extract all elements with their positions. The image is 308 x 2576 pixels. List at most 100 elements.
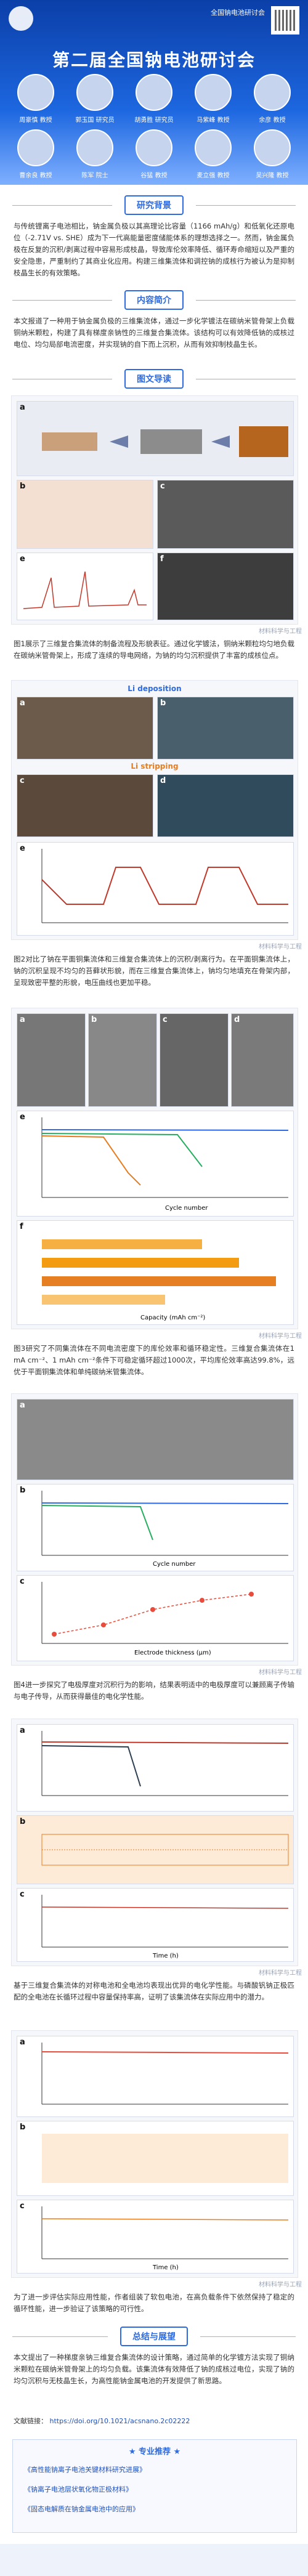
figure-5: a b c Time (h) xyxy=(11,1719,298,1966)
avatar xyxy=(136,129,172,166)
fig5-ce-panel: a xyxy=(17,1724,294,1812)
y-axis-label: Capacity (mAh cm⁻²) xyxy=(140,1314,205,1321)
banner-title: 第二届全国钠电池研讨会 xyxy=(52,50,256,70)
speaker-name: 胡勇胜 研究员 xyxy=(134,117,174,124)
fig4-thickness-panel: c Electrode thickness (μm) xyxy=(17,1575,294,1661)
avatar xyxy=(17,129,54,166)
fig1-schematic-panel: a xyxy=(17,401,294,476)
speaker-card: 谷猛 教授 xyxy=(130,129,178,179)
data-point xyxy=(101,1622,106,1627)
speaker-name: 马紫峰 教授 xyxy=(197,117,230,124)
paragraph-after-fig2: 图2对比了钠在平面铜集流体和三维复合集流体上的沉积/剥离行为。在平面铜集流体上，… xyxy=(14,955,294,987)
fig4-ce-panel: b Cycle number xyxy=(17,1484,294,1571)
recommendation-link[interactable]: 《钠离子电池层状氧化物正极材料》 xyxy=(24,2485,132,2493)
panel-label: b xyxy=(160,699,166,708)
fig1-cross-section-panel: f xyxy=(157,553,294,620)
capacity-bar xyxy=(42,1295,165,1305)
capacity-bar xyxy=(42,1276,276,1286)
fig2-panel: c xyxy=(17,774,153,837)
panel-label: d xyxy=(234,1015,240,1024)
figure-6: a b c Time (h) xyxy=(11,2030,298,2278)
voltage-curve xyxy=(41,867,288,905)
watermark: 材料科学与工程 xyxy=(259,944,302,950)
fig1-xrd-svg xyxy=(23,571,147,609)
fig6-ce-svg xyxy=(41,2043,289,2105)
fig5-ce-svg xyxy=(41,1731,289,1796)
paragraph-after-fig4: 图4进一步探究了电极厚度对沉积行为的影响，结果表明适中的电极厚度可以兼顾离子传输… xyxy=(14,1680,294,1701)
x-axis-label: Cycle number xyxy=(153,1561,196,1568)
paragraph-after-fig3: 图3研究了不同集流体在不同电流密度下的库伦效率和循环稳定性。三维复合集流体在1 … xyxy=(14,1344,294,1376)
speaker-card: 陈军 院士 xyxy=(71,129,119,179)
speaker-name: 周豪慎 教授 xyxy=(19,117,52,124)
doi-link[interactable]: https://doi.org/10.1021/acsnano.2c02222 xyxy=(49,2417,190,2425)
fig1-photo-panel: b xyxy=(17,480,153,549)
speaker-name: 郭玉国 研究员 xyxy=(75,117,115,124)
section-title: 内容简介 xyxy=(124,290,184,310)
panel-label: c xyxy=(20,776,25,785)
fig4-sem-panel: a xyxy=(17,1399,294,1480)
data-point xyxy=(52,1632,57,1637)
avatar xyxy=(195,129,232,166)
figure-3: a b c d e Cycle number f Capacity (mAh c… xyxy=(11,1008,298,1329)
watermark: 材料科学与工程 xyxy=(259,1333,302,1340)
avatar xyxy=(254,74,291,111)
data-point xyxy=(249,1592,254,1597)
avatar xyxy=(76,74,113,111)
fig2-deposition-title: Li deposition xyxy=(128,684,182,693)
panel-label: a xyxy=(20,1401,25,1410)
fig6-cycling-panel: c Time (h) xyxy=(17,2200,294,2274)
avatar xyxy=(136,74,172,111)
fig2-panel: d xyxy=(157,774,294,837)
fig1-sem-panel: c xyxy=(157,480,294,549)
watermark: 材料科学与工程 xyxy=(259,1669,302,1676)
voltage-band xyxy=(42,2134,288,2183)
panel-label: b xyxy=(91,1015,97,1024)
panel-label: b xyxy=(20,482,26,491)
figure-4: a b Cycle number c Electrode xyxy=(11,1393,298,1666)
footer xyxy=(0,2544,308,2576)
paragraph-after-fig1: 图1展示了三维复合集流体的制备流程及形貌表征。通过化学镀法，铜纳米颗粒均匀地负载… xyxy=(14,639,294,660)
doi-block: 文献链接： https://doi.org/10.1021/acsnano.2c… xyxy=(14,2416,294,2426)
fig5-voltage-panel: b xyxy=(17,1815,294,1884)
banner-tag: 全国钠电池研讨会 xyxy=(211,9,265,17)
avatar xyxy=(17,74,54,111)
fig6-ce-panel: a xyxy=(17,2036,294,2117)
summary-paragraph: 本文提出了一种梯度亲钠三维复合集流体的设计策略，通过简单的化学镀方法实现了铜纳米… xyxy=(14,2353,294,2385)
fig1-schematic-svg xyxy=(42,426,288,457)
fig2-stripping-title: Li stripping xyxy=(131,762,179,771)
arrow-icon xyxy=(211,435,230,448)
paragraph-after-fig6: 为了进一步评估实际应用性能，作者组装了软包电池，在高负载条件下依然保持了稳定的循… xyxy=(14,2293,294,2313)
fig3-sem-panel: b xyxy=(88,1013,157,1107)
speaker-name: 陈军 院士 xyxy=(81,172,108,179)
qr-code-icon xyxy=(271,6,299,34)
logo-icon xyxy=(9,6,33,31)
recommendation-link[interactable]: 《固态电解质在钠金属电池中的应用》 xyxy=(24,2505,139,2513)
fig1-shape xyxy=(42,432,97,451)
speakers-row-2: 曹余良 教授 陈军 院士 谷猛 教授 麦立强 教授 吴兴隆 教授 xyxy=(6,129,302,179)
recommendation-link[interactable]: 《高性能钠离子电池关键材料研究进展》 xyxy=(24,2466,146,2474)
section-header-figures: 图文导读 xyxy=(0,369,308,389)
avatar xyxy=(195,74,232,111)
xrd-curve xyxy=(23,571,147,609)
panel-label: c xyxy=(20,1890,25,1899)
fig3-capacity-svg: Capacity (mAh cm⁻²) xyxy=(42,1239,276,1321)
intro-paragraph: 本文报道了一种用于钠金属负极的三维集流体，通过一步化学镀法在碳纳米管骨架上负载铜… xyxy=(14,317,294,349)
section-title: 总结与展望 xyxy=(120,2327,188,2346)
data-point xyxy=(200,1598,205,1603)
fig2-voltage-svg xyxy=(41,849,288,923)
capacity-bar xyxy=(42,1239,202,1249)
panel-label: a xyxy=(20,403,25,412)
fig1-shape xyxy=(140,429,202,454)
speaker-name: 麦立强 教授 xyxy=(197,172,230,179)
panel-label: f xyxy=(160,554,164,564)
fig6-voltage-panel: b xyxy=(17,2121,294,2196)
speaker-card: 余彦 教授 xyxy=(248,74,296,124)
panel-label: e xyxy=(20,1112,25,1122)
panel-label: c xyxy=(20,2201,25,2211)
watermark: 材料科学与工程 xyxy=(259,2282,302,2288)
figure-1: a b c e f xyxy=(11,395,298,625)
speaker-card: 曹余良 教授 xyxy=(12,129,60,179)
figure-2: Li deposition a b Li stripping c d e xyxy=(11,680,298,940)
panel-label: b xyxy=(20,2123,26,2132)
